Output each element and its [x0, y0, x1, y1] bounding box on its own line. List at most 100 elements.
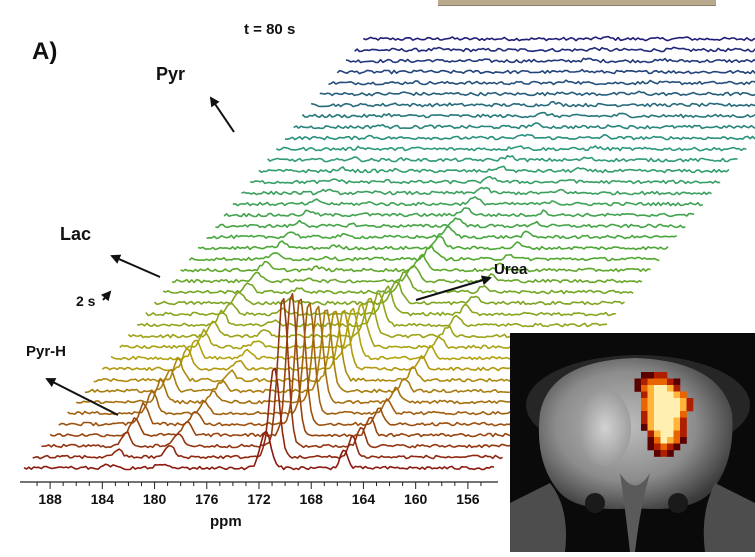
x-tick-label: 164 [352, 491, 376, 507]
spectrum-trace-29 [268, 156, 738, 162]
overlay-pixel [680, 418, 687, 425]
overlay-pixel [674, 405, 681, 412]
overlay-pixel [654, 379, 661, 386]
lac-arrow [112, 256, 160, 277]
overlay-pixel [635, 379, 642, 386]
overlay-pixel [661, 398, 668, 405]
overlay-pixel [654, 418, 661, 425]
overlay-pixel [654, 392, 661, 399]
overlay-pixel [674, 379, 681, 386]
overlay-pixel [680, 431, 687, 438]
spectrum-trace-31 [285, 135, 755, 140]
x-tick-label: 188 [38, 491, 62, 507]
pyr-arrow [211, 98, 234, 132]
overlay-pixel [661, 450, 668, 457]
overlay-pixel [667, 405, 674, 412]
mri-brain-overlay [510, 333, 755, 552]
overlay-pixel [648, 418, 655, 425]
spectrum-trace-19 [181, 254, 651, 271]
overlay-pixel [648, 424, 655, 431]
overlay-pixel [674, 392, 681, 399]
x-tick-label: 180 [143, 491, 167, 507]
x-tick-label: 172 [247, 491, 271, 507]
end-time-label: t = 80 s [244, 21, 295, 38]
start-time-label: 2 s [76, 293, 95, 309]
overlay-pixel [641, 385, 648, 392]
peak-label-lac: Lac [60, 224, 91, 245]
overlay-pixel [661, 444, 668, 451]
overlay-pixel [661, 437, 668, 444]
start-arrow [103, 292, 110, 300]
overlay-pixel [687, 398, 694, 405]
peak-label-urea: Urea [494, 261, 527, 278]
overlay-pixel [661, 392, 668, 399]
overlay-pixel [661, 405, 668, 412]
overlay-pixel [680, 398, 687, 405]
spectrum-trace-27 [250, 177, 720, 184]
overlay-pixel [661, 418, 668, 425]
overlay-pixel [648, 431, 655, 438]
overlay-pixel [641, 392, 648, 399]
overlay-pixel [667, 379, 674, 386]
overlay-pixel [654, 385, 661, 392]
overlay-pixel [667, 385, 674, 392]
overlay-pixel [641, 398, 648, 405]
x-tick-label: 160 [404, 491, 428, 507]
overlay-pixel [648, 385, 655, 392]
overlay-pixel [674, 444, 681, 451]
spectrum-trace-7 [76, 307, 546, 404]
spectrum-trace-30 [276, 146, 746, 151]
spectrum-trace-34 [311, 102, 755, 107]
overlay-pixel [661, 431, 668, 438]
overlay-pixel [680, 405, 687, 412]
overlay-pixel [654, 398, 661, 405]
overlay-pixel [667, 437, 674, 444]
overlay-pixel [648, 392, 655, 399]
overlay-pixel [648, 405, 655, 412]
spectrum-trace-25 [233, 197, 703, 206]
overlay-pixel [661, 379, 668, 386]
overlay-pixel [654, 444, 661, 451]
overlay-pixel [648, 437, 655, 444]
spectrum-trace-1 [24, 431, 494, 469]
overlay-pixel [648, 444, 655, 451]
overlay-pixel [674, 431, 681, 438]
overlay-pixel [674, 418, 681, 425]
panel-label: A) [32, 38, 57, 66]
overlay-pixel [661, 372, 668, 379]
overlay-pixel [667, 424, 674, 431]
spectrum-trace-36 [329, 80, 755, 84]
overlay-pixel [680, 392, 687, 399]
overlay-pixel [648, 411, 655, 418]
spectrum-trace-32 [294, 123, 755, 129]
peak-label-pyr-h: Pyr-H [26, 343, 66, 360]
overlay-pixel [674, 385, 681, 392]
overlay-pixel [680, 411, 687, 418]
overlay-pixel [667, 418, 674, 425]
overlay-pixel [661, 385, 668, 392]
overlay-pixel [654, 437, 661, 444]
overlay-pixel [654, 424, 661, 431]
overlay-pixel [674, 398, 681, 405]
spectrum-trace-26 [242, 188, 712, 195]
overlay-pixel [654, 450, 661, 457]
overlay-pixel [661, 411, 668, 418]
overlay-pixel [654, 431, 661, 438]
overlay-pixel [687, 405, 694, 412]
spectrum-trace-14 [137, 293, 607, 326]
overlay-pixel [667, 444, 674, 451]
mri-inset-image [510, 333, 755, 552]
peak-label-pyr: Pyr [156, 64, 185, 85]
overlay-pixel [635, 385, 642, 392]
x-tick-label: 168 [300, 491, 324, 507]
spectrum-trace-23 [215, 218, 685, 228]
overlay-pixel [674, 411, 681, 418]
overlay-pixel [667, 450, 674, 457]
overlay-pixel [648, 398, 655, 405]
overlay-pixel [680, 437, 687, 444]
overlay-pixel [680, 424, 687, 431]
overlay-pixel [654, 405, 661, 412]
spectrum-trace-35 [320, 91, 755, 95]
overlay-pixel [674, 424, 681, 431]
